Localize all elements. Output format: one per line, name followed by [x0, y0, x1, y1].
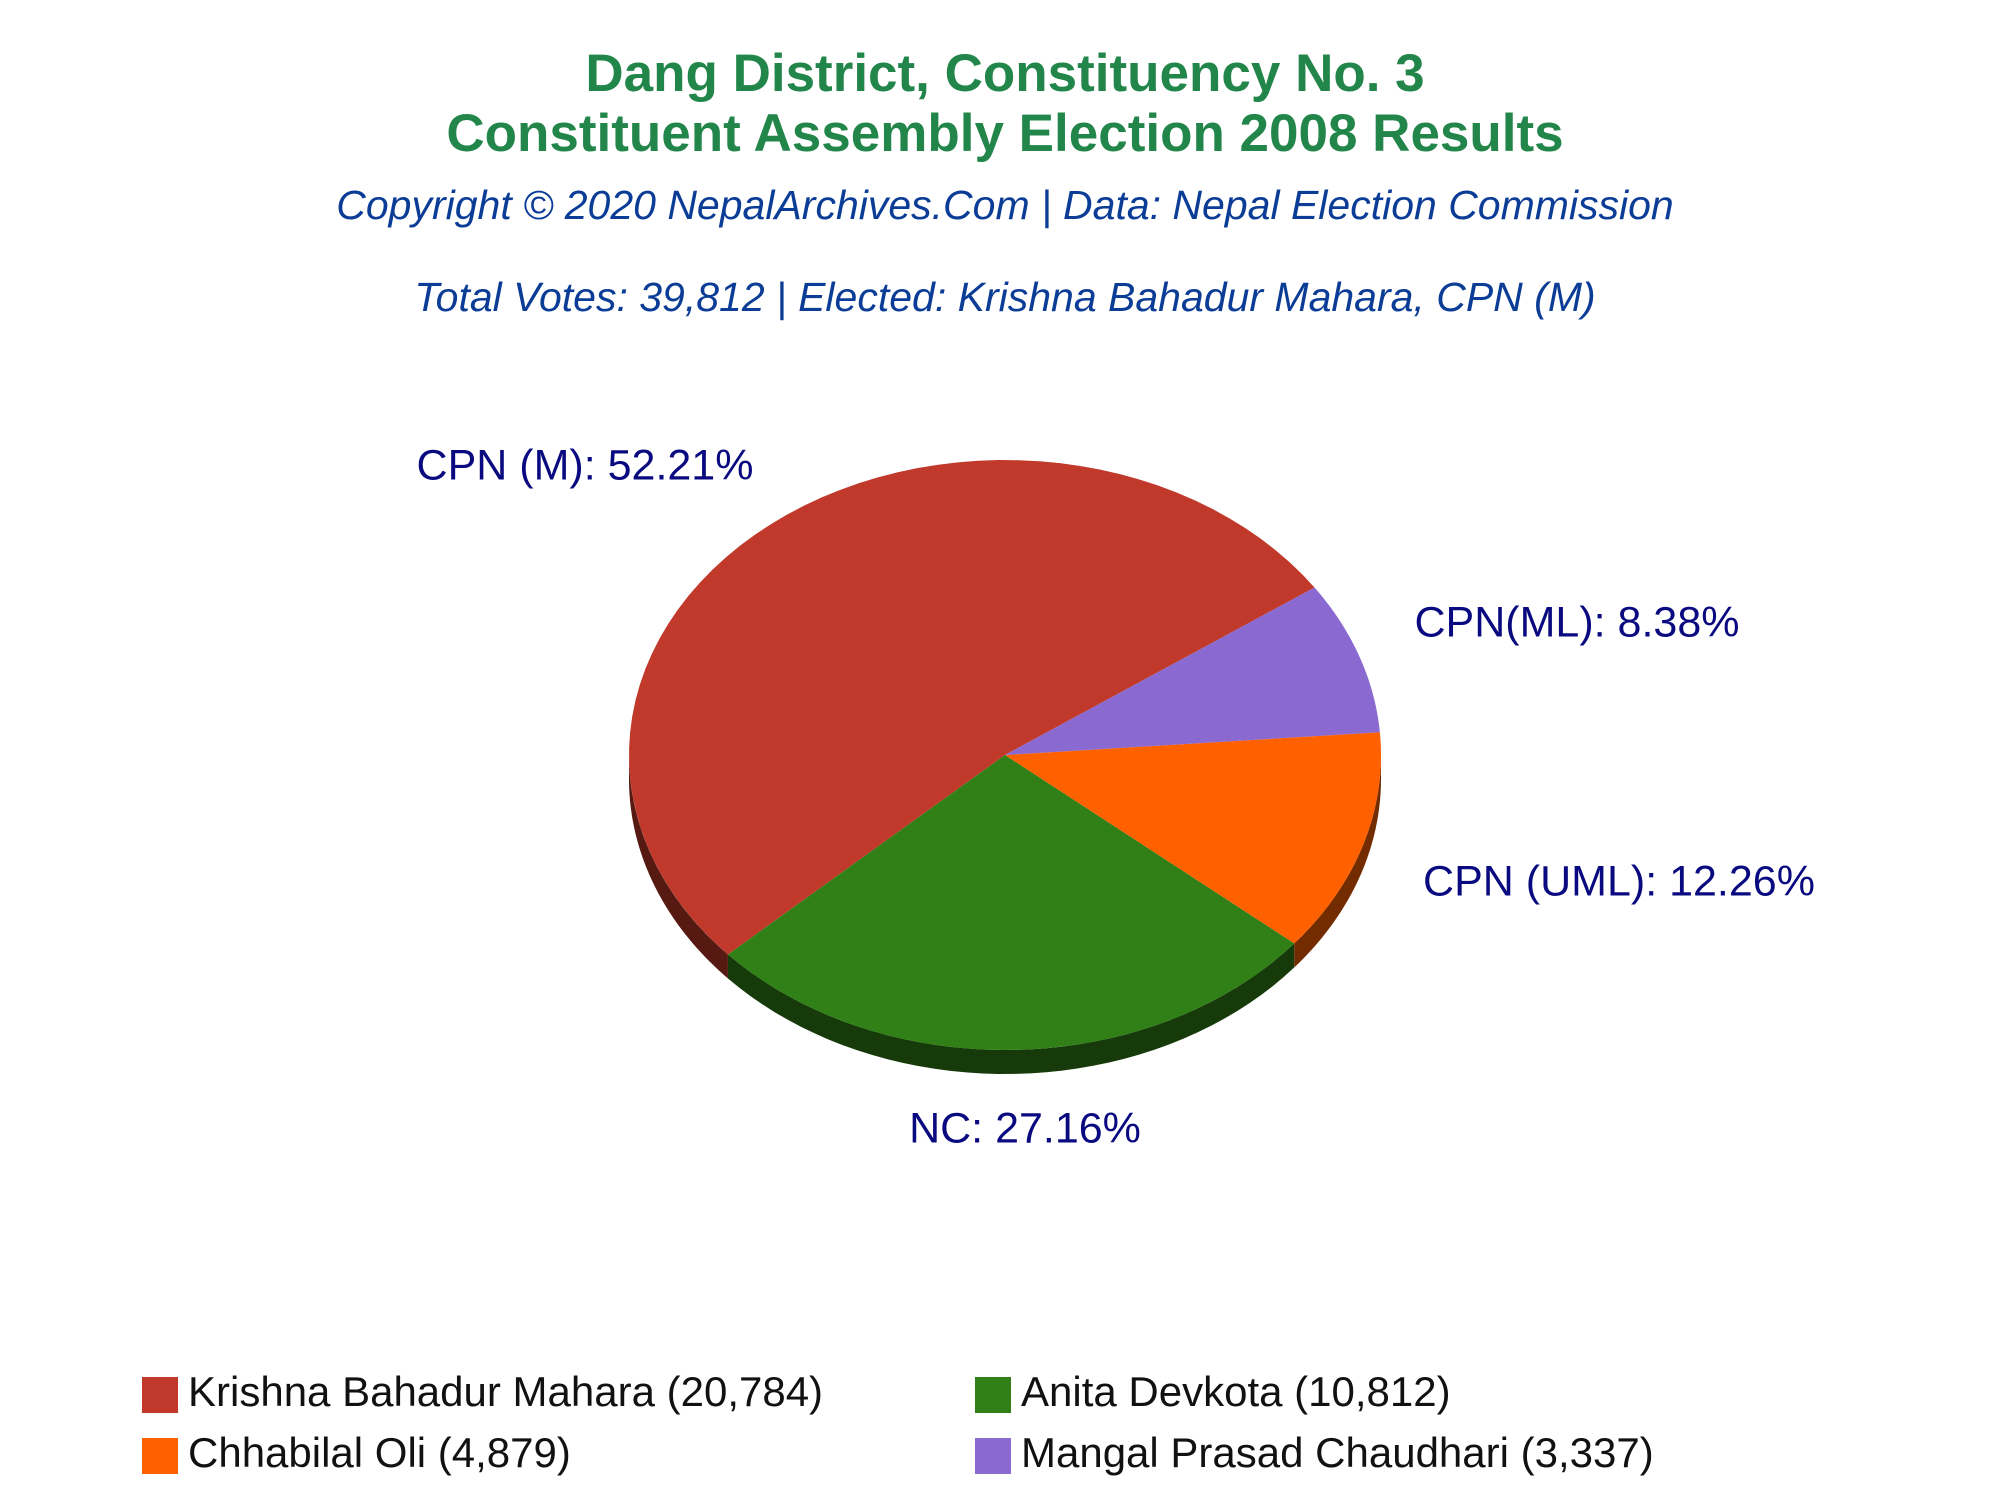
slice-label: CPN(ML): 8.38% [1415, 598, 1740, 646]
pie-slice [1005, 587, 1380, 755]
legend-swatch [142, 1377, 178, 1413]
legend-label: Krishna Bahadur Mahara (20,784) [188, 1368, 823, 1415]
chart-subtitle: Copyright © 2020 NepalArchives.Com | Dat… [336, 182, 1674, 228]
legend-swatch [142, 1438, 178, 1474]
slice-side [629, 755, 728, 979]
pie-slice [1005, 732, 1381, 944]
pie-slice [629, 460, 1315, 955]
slice-side [727, 943, 1295, 1074]
slice-label: CPN (M): 52.21% [417, 441, 754, 489]
chart-title: Dang District, Constituency No. 3 [585, 44, 1424, 103]
chart-title: Constituent Assembly Election 2008 Resul… [446, 104, 1563, 163]
legend-swatch [975, 1438, 1011, 1474]
slice-side [1294, 755, 1381, 968]
legend-swatch [975, 1377, 1011, 1413]
annotation: Total Votes: 39,812 | Elected: Krishna B… [414, 274, 1595, 320]
legend-label: Mangal Prasad Chaudhari (3,337) [1021, 1429, 1654, 1476]
legend-label: Chhabilal Oli (4,879) [188, 1429, 571, 1476]
slice-label: NC: 27.16% [909, 1104, 1141, 1152]
pie-slice [727, 755, 1295, 1050]
slice-label: CPN (UML): 12.26% [1423, 857, 1815, 905]
legend-label: Anita Devkota (10,812) [1021, 1368, 1451, 1415]
